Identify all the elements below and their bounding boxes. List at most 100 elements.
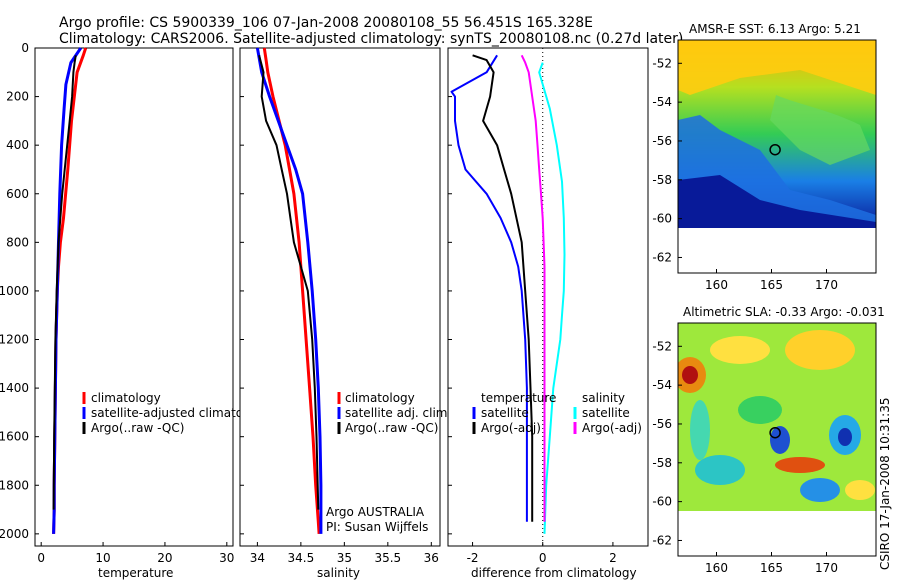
sla-anomaly-3 (710, 336, 770, 364)
y-tick-label: -58 (652, 456, 672, 470)
series-line-temperature-satellite (450, 54, 528, 522)
x-tick-label: 0 (539, 551, 547, 565)
x-tick-label: -2 (467, 551, 479, 565)
sla-no-data-area (678, 511, 876, 556)
legend-sal-satellite: satellite (582, 406, 630, 420)
sla-anomaly-4 (785, 330, 855, 370)
sst-map-title: AMSR-E SST: 6.13 Argo: 5.21 (689, 22, 861, 36)
sst-map-field (678, 40, 876, 228)
temperature-legend: climatology satellite-adjusted climatolo… (82, 391, 269, 435)
y-tick-label: -62 (652, 533, 672, 547)
x-tick-label: 165 (760, 278, 783, 292)
y-tick-label: 1600 (0, 430, 29, 444)
pi-label: PI: Susan Wijffels (326, 520, 428, 534)
sla-anomaly-13 (690, 400, 710, 460)
sla-map-title: Altimetric SLA: -0.33 Argo: -0.031 (683, 305, 885, 319)
y-tick-label: 800 (6, 235, 29, 249)
header-line-2: Climatology: CARS2006. Satellite-adjuste… (59, 31, 683, 47)
x-tick-label: 165 (760, 561, 783, 575)
y-tick-label: -56 (652, 134, 672, 148)
series-line-argo-raw-qc (258, 55, 320, 510)
legend-salinity-title: salinity (582, 391, 625, 405)
y-tick-label: 600 (6, 187, 29, 201)
sla-anomaly-7 (838, 428, 852, 446)
y-tick-label: 400 (6, 138, 29, 152)
legend-satellite: satellite-adjusted climatology (91, 406, 269, 420)
salinity-axes-frame (239, 47, 441, 547)
x-tick-label: 10 (95, 551, 110, 565)
series-line-salinity-argo-adj (520, 54, 546, 522)
x-tick-label: 0 (37, 551, 45, 565)
x-tick-label: 170 (815, 278, 838, 292)
sla-anomaly-2 (682, 366, 698, 384)
x-tick-label: 160 (705, 278, 728, 292)
sst-map-frame (677, 39, 877, 274)
legend-argo: Argo(..raw -QC) (345, 421, 438, 435)
y-tick-label: 1400 (0, 381, 29, 395)
salinity-xlabel: salinity (317, 566, 360, 580)
y-tick-label: -52 (652, 339, 672, 353)
x-tick-label: 35 (337, 551, 352, 565)
difference-legend: temperature satellite Argo(-adj) salinit… (472, 391, 642, 435)
series-line-argo-raw-qc (52, 55, 77, 510)
argo-location-marker (769, 143, 781, 156)
legend-sal-argo: Argo(-adj) (582, 421, 642, 435)
y-tick-label: 2000 (0, 527, 29, 541)
sla-anomaly-12 (845, 480, 875, 500)
x-tick-label: 36 (424, 551, 439, 565)
difference-xlabel: difference from climatology (471, 566, 637, 580)
y-tick-label: 0 (21, 41, 29, 55)
sla-anomaly-8 (770, 426, 790, 454)
x-tick-label: 2 (609, 551, 617, 565)
sla-map-frame (677, 322, 877, 557)
series-line-salinity-satellite (538, 62, 566, 534)
x-tick-label: 170 (815, 561, 838, 575)
argo-program-label: Argo AUSTRALIA (326, 505, 425, 519)
x-tick-label: 30 (219, 551, 234, 565)
sst-green-patch (770, 95, 870, 165)
x-tick-label: 160 (705, 561, 728, 575)
sst-cold-patch (678, 175, 876, 228)
legend-argo: Argo(..raw -QC) (91, 421, 184, 435)
y-tick-label: -54 (652, 378, 672, 392)
difference-panel: -2 0 2 difference from climatology tempera… (447, 47, 649, 580)
sst-warm-patch (678, 40, 876, 95)
legend-temp-argo: Argo(-adj) (481, 421, 541, 435)
legend-climatology: climatology (345, 391, 415, 405)
legend-satellite: satellite adj. clim. (345, 406, 451, 420)
series-line-satellite-adj-clim (255, 47, 323, 534)
y-tick-label: 1200 (0, 333, 29, 347)
sla-map-panel: Altimetric SLA: -0.33 Argo: -0.031 160 16… (652, 305, 884, 575)
legend-climatology: climatology (91, 391, 161, 405)
x-tick-label: 35.5 (374, 551, 401, 565)
y-tick-label: -60 (652, 212, 672, 226)
sla-anomaly-10 (695, 455, 745, 485)
y-tick-label: -52 (652, 56, 672, 70)
temperature-axes-frame (34, 47, 234, 547)
sla-anomaly-5 (738, 396, 782, 424)
sst-no-data-area (678, 228, 876, 273)
sla-anomaly-11 (800, 478, 840, 502)
sst-map-panel: AMSR-E SST: 6.13 Argo: 5.21 160 165 170 -52… (652, 22, 877, 292)
y-tick-label: -60 (652, 495, 672, 509)
salinity-legend: climatology satellite adj. clim. Argo(..… (337, 391, 451, 435)
x-tick-label: 34 (250, 551, 265, 565)
x-tick-label: 34.5 (288, 551, 315, 565)
legend-temperature-title: temperature (481, 391, 556, 405)
csiro-timestamp-label: CSIRO 17-Jan-2008 10:31:35 (878, 398, 892, 570)
y-tick-label: 1800 (0, 478, 29, 492)
temperature-xlabel: temperature (98, 566, 173, 580)
legend-temp-satellite: satellite (481, 406, 529, 420)
y-tick-label: -56 (652, 417, 672, 431)
y-tick-label: -54 (652, 95, 672, 109)
sla-map-field (678, 323, 876, 511)
y-tick-label: -62 (652, 250, 672, 264)
x-tick-label: 20 (157, 551, 172, 565)
salinity-panel: 34 34.5 35 35.5 36 salinity climatology sate… (239, 47, 451, 580)
y-tick-label: 1000 (0, 284, 29, 298)
temperature-panel: 0 10 20 30 0 200 400 600 800 1000 1200 1400 1600 1800… (0, 41, 269, 580)
argo-location-marker (769, 426, 781, 439)
y-tick-label: -58 (652, 173, 672, 187)
series-line-temperature-argo-adj (472, 54, 534, 522)
